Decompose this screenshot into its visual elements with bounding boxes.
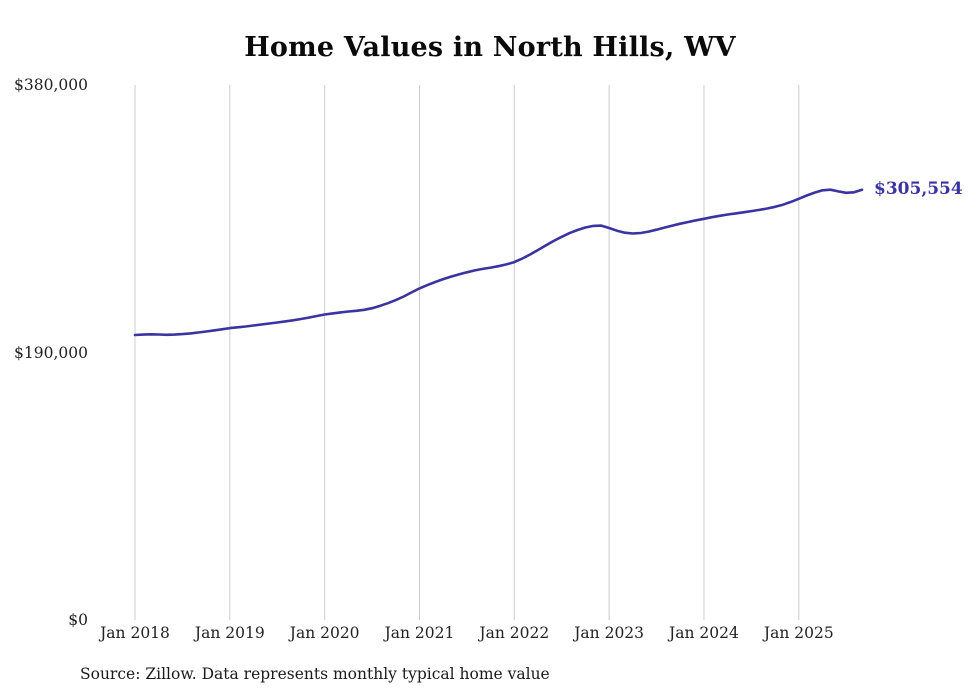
home-value-line	[133, 188, 864, 337]
source-note: Source: Zillow. Data represents monthly …	[80, 665, 550, 683]
chart-title: Home Values in North Hills, WV	[244, 32, 736, 63]
